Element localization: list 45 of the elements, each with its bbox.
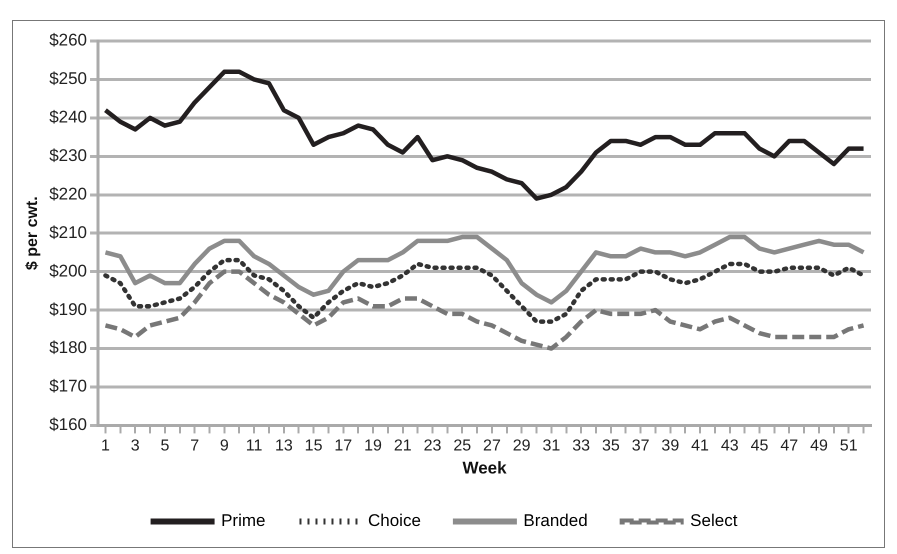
line-series — [103, 258, 866, 324]
legend-label: Prime — [221, 511, 266, 530]
y-tick-label: $160 — [49, 415, 88, 434]
x-tick-label: 21 — [394, 437, 412, 454]
legend-label: Select — [690, 511, 738, 530]
x-tick-label: 51 — [840, 437, 858, 454]
x-tick-label: 33 — [572, 437, 590, 454]
x-tick-label: 27 — [483, 437, 501, 454]
y-axis-title: $ per cwt. — [24, 196, 42, 270]
x-tick-label: 17 — [334, 437, 352, 454]
x-tick-label: 1 — [101, 437, 110, 454]
x-tick-label: 5 — [160, 437, 170, 454]
x-tick-label: 29 — [512, 437, 531, 454]
y-tick-label: $250 — [49, 69, 88, 88]
line-series — [103, 269, 866, 351]
x-tick-label: 41 — [691, 437, 710, 454]
legend-label: Branded — [523, 511, 588, 530]
x-tick-label: 37 — [632, 437, 650, 454]
x-tick-label: 19 — [364, 437, 382, 454]
y-tick-label: $230 — [49, 146, 88, 166]
x-tick-label: 45 — [750, 437, 769, 454]
y-tick-label: $260 — [49, 30, 88, 50]
x-tick-label: 9 — [220, 437, 229, 454]
x-tick-label: 3 — [130, 437, 140, 454]
x-tick-label: 35 — [602, 437, 620, 454]
x-tick-label: 7 — [190, 437, 200, 454]
y-tick-label: $210 — [49, 222, 88, 242]
x-tick-label: 47 — [780, 437, 798, 454]
legend-label: Choice — [368, 511, 421, 530]
x-tick-label: 13 — [274, 437, 293, 454]
x-tick-label: 31 — [542, 437, 560, 454]
x-axis-title: Week — [462, 458, 508, 478]
x-tick-label: 25 — [453, 437, 472, 454]
x-tick-label: 15 — [304, 437, 323, 454]
y-tick-label: $220 — [49, 184, 88, 204]
y-tick-label: $190 — [49, 300, 88, 319]
y-tick-label: $180 — [49, 338, 88, 358]
x-tick-label: 39 — [661, 437, 680, 454]
x-tick-label: 43 — [720, 437, 739, 454]
y-tick-label: $170 — [49, 376, 88, 396]
x-tick-label: 23 — [424, 437, 442, 454]
y-tick-label: $200 — [49, 261, 88, 280]
y-tick-label: $240 — [49, 108, 88, 127]
x-tick-label: 49 — [810, 437, 828, 454]
x-tick-label: 11 — [246, 437, 263, 454]
